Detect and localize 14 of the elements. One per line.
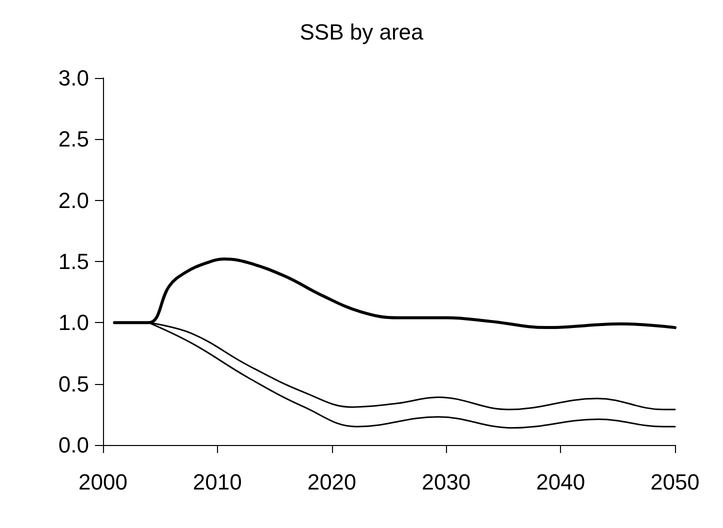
y-tick-label: 1.0 — [58, 310, 89, 336]
x-tick-label: 2040 — [536, 470, 586, 494]
y-tick-label: 3.0 — [58, 66, 89, 90]
y-tick-label: 0.0 — [58, 432, 89, 458]
x-tick-label: 2020 — [307, 470, 356, 494]
y-tick-label: 2.0 — [58, 188, 89, 213]
y-tick-label: 0.5 — [58, 371, 89, 396]
y-tick-label: 2.5 — [58, 126, 89, 152]
x-tick-label: 2010 — [192, 470, 242, 494]
x-tick-label: 2000 — [78, 470, 128, 494]
x-tick-label: 2030 — [422, 470, 471, 494]
x-tick-label: 2050 — [650, 470, 700, 494]
chart-title: SSB by area — [300, 20, 424, 44]
y-tick-label: 1.5 — [58, 249, 89, 274]
